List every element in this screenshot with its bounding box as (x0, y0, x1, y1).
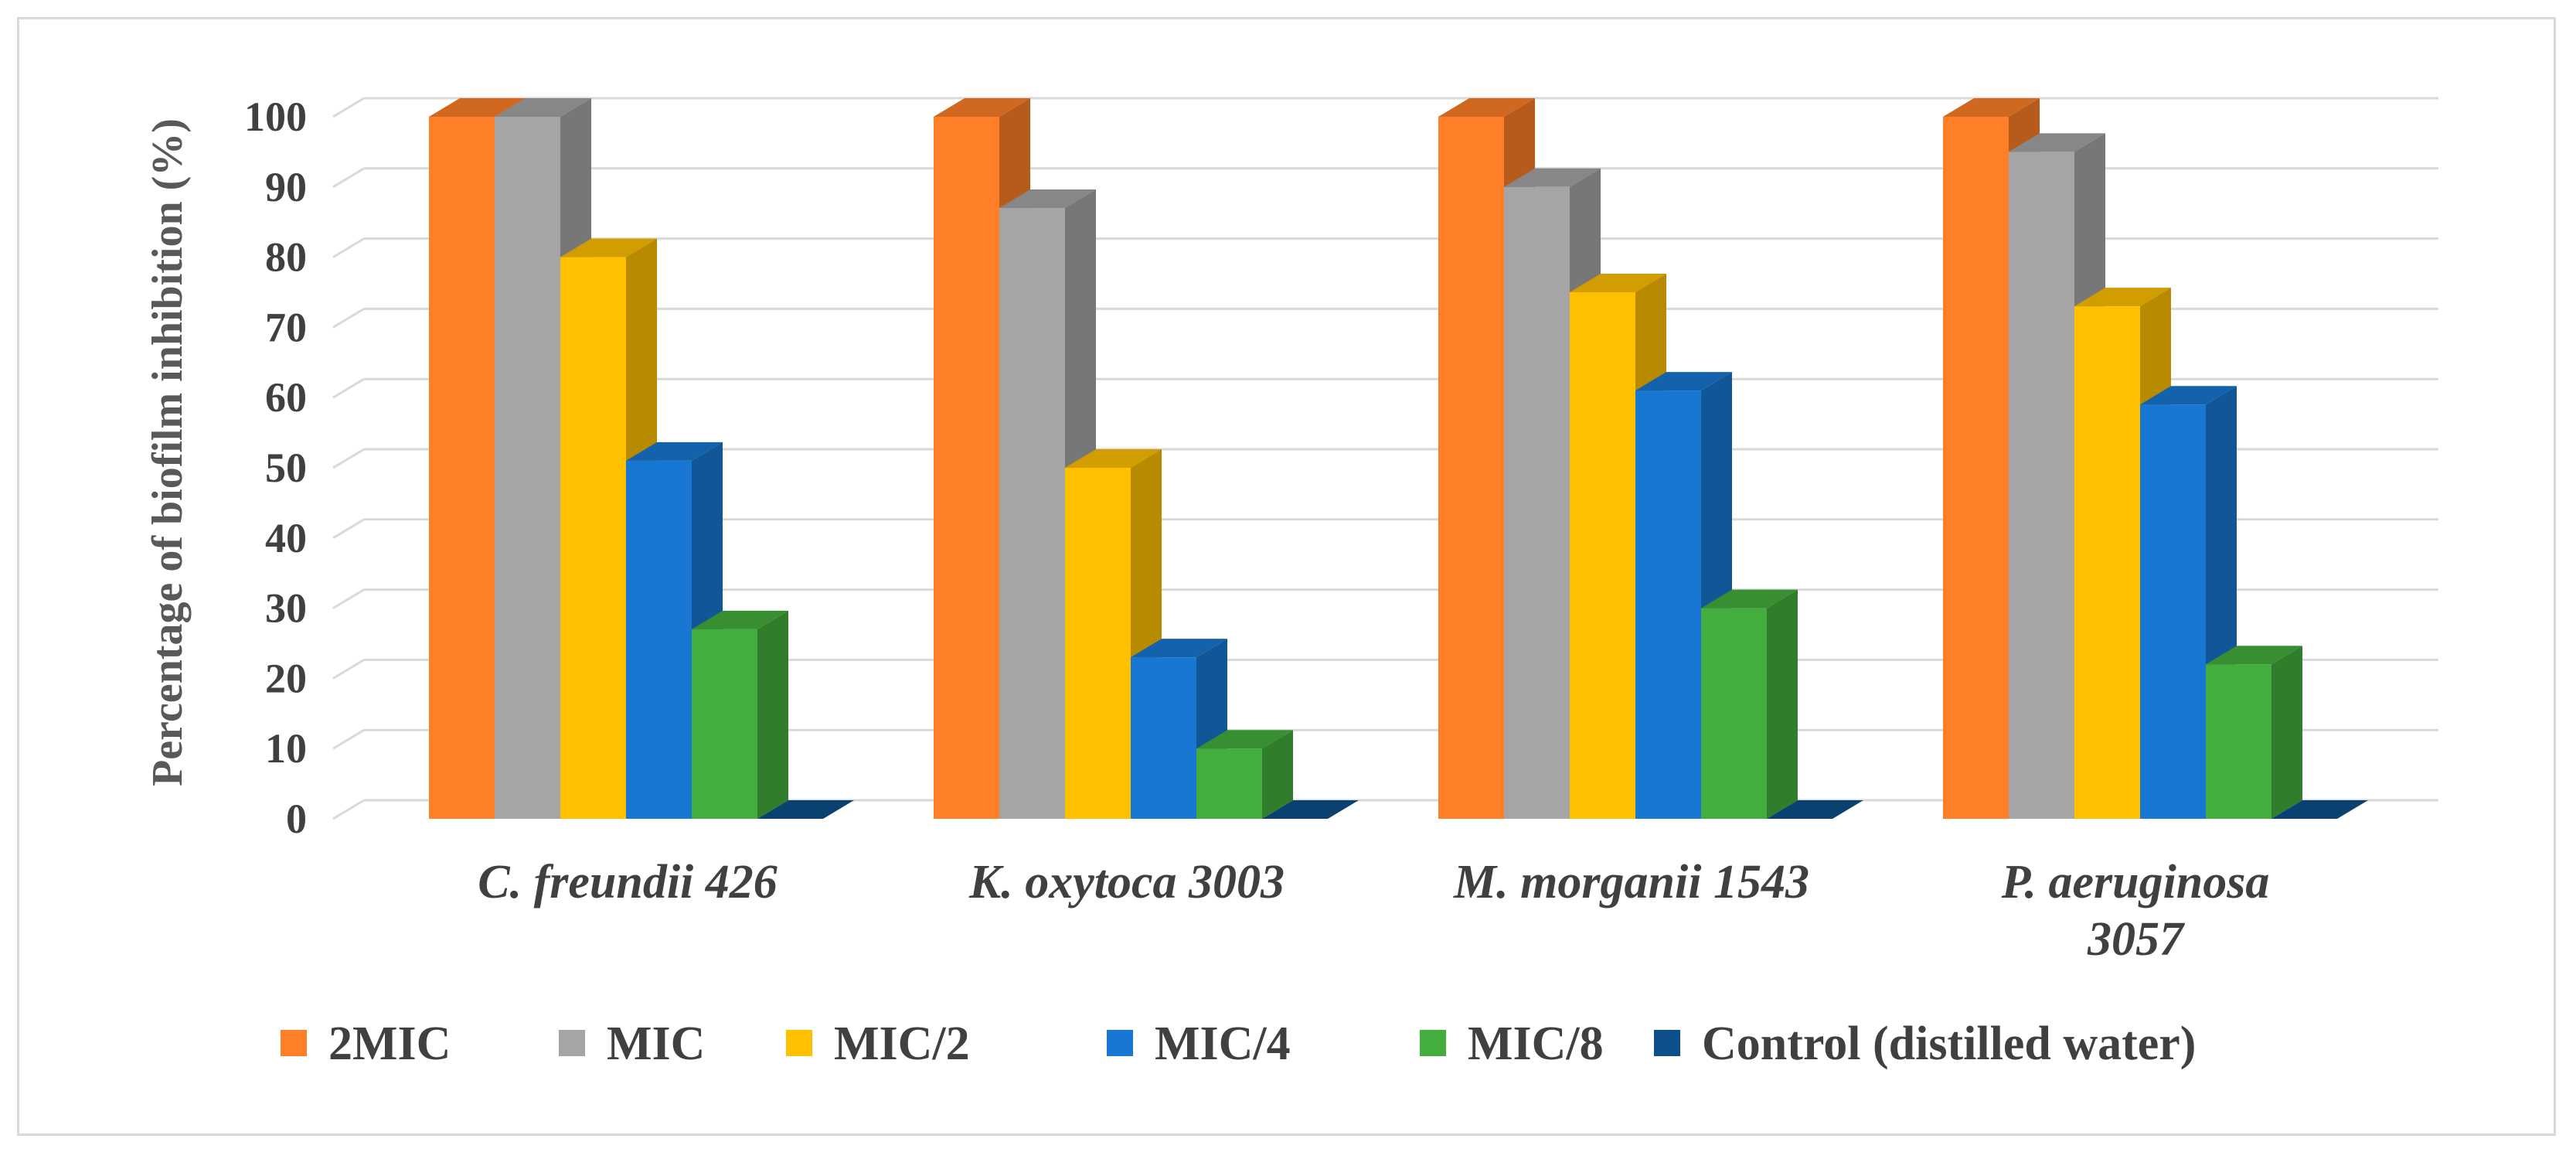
y-tick-label: 20 (265, 655, 307, 701)
bar (626, 460, 692, 819)
bar-top-Control (distilled water) (1767, 800, 1863, 819)
bar (1570, 292, 1635, 819)
legend-swatch (1107, 1030, 1133, 1056)
bar-top-MIC/4 (1635, 372, 1732, 391)
y-tick-label: 40 (265, 515, 307, 561)
bar-top-MIC/8 (1196, 730, 1293, 749)
bar (2206, 664, 2271, 819)
bar-top-Control (distilled water) (757, 800, 854, 819)
category-label: C. freundii 426 (478, 856, 778, 908)
bar-top-2MIC (934, 98, 1030, 117)
bar-top-MIC (2009, 133, 2105, 152)
bar-top-2MIC (1438, 98, 1535, 117)
chart-frame: 0 10 20 30 40 50 60 70 80 90 100 Percentage of biof… (17, 17, 2556, 1136)
bar-top-MIC/2 (2074, 288, 2171, 307)
bar-top-MIC/2 (560, 238, 657, 257)
bar-top-MIC/8 (1701, 589, 1798, 608)
legend-label: 2MIC (328, 1018, 451, 1070)
bar (429, 117, 495, 819)
gridline-depth (332, 237, 365, 258)
category-label: 3057 (2087, 913, 2186, 966)
y-tick-label: 90 (265, 164, 307, 210)
gridline-depth (332, 588, 365, 609)
y-tick-label: 60 (265, 374, 307, 421)
gridline-depth (332, 728, 365, 750)
y-tick-label: 0 (286, 796, 307, 842)
bar-side-MIC/8 (1767, 589, 1798, 819)
category-label: K. oxytoca 3003 (968, 856, 1285, 908)
gridline-depth (332, 308, 365, 329)
bar (999, 208, 1065, 819)
bar-top-2MIC (429, 98, 526, 117)
bar (2074, 306, 2140, 819)
bar-top-MIC/2 (1065, 449, 1162, 468)
bar-top-Control (distilled water) (1262, 800, 1359, 819)
bar-top-MIC (1504, 168, 1601, 187)
legend-swatch (559, 1030, 585, 1056)
bar (1635, 390, 1701, 819)
bar-top-MIC/2 (1570, 274, 1666, 292)
y-tick-label: 70 (265, 304, 307, 350)
bar (1131, 657, 1196, 819)
bar-top-MIC (999, 189, 1096, 209)
gridline-depth (332, 167, 365, 189)
category-label: M. morganii 1543 (1453, 856, 1809, 908)
bar (934, 117, 999, 819)
legend-swatch (1420, 1030, 1446, 1056)
bar-chart: 0 10 20 30 40 50 60 70 80 90 100 Percentage of biof… (144, 94, 2438, 1070)
bar-top-MIC/4 (2140, 386, 2237, 405)
bar (1196, 748, 1262, 819)
legend-label: MIC/2 (834, 1018, 970, 1070)
legend-swatch (1654, 1030, 1680, 1056)
bar-top-Control (distilled water) (2271, 800, 2368, 819)
legend-swatch (281, 1030, 307, 1056)
category-label: P. aeruginosa (2001, 856, 2270, 908)
gridline-depth (332, 659, 365, 680)
y-axis-title: Percentage of biofilm inhibition (%) (144, 118, 192, 786)
bar (2140, 404, 2206, 819)
y-tick-label: 100 (244, 94, 307, 140)
legend-label: MIC/4 (1155, 1018, 1291, 1070)
bar-side-MIC/8 (2271, 646, 2302, 819)
gridline-depth (332, 448, 365, 469)
bar-top-MIC/8 (692, 610, 788, 629)
bar (1438, 117, 1504, 819)
bar-top-MIC (495, 98, 591, 117)
gridline-depth (332, 97, 365, 118)
bar (1943, 117, 2009, 819)
bar-side-MIC/8 (1262, 730, 1293, 819)
legend-label: MIC/8 (1468, 1018, 1604, 1070)
bar-top-2MIC (1943, 98, 2040, 117)
legend-swatch (786, 1030, 812, 1056)
bar (1504, 186, 1570, 820)
bar (692, 629, 757, 819)
bar-top-MIC/8 (2206, 646, 2302, 665)
bar (495, 117, 560, 819)
y-tick-label: 80 (265, 234, 307, 281)
legend-label: MIC (607, 1018, 705, 1070)
bar-top-MIC/4 (1131, 639, 1227, 658)
bar (560, 257, 626, 820)
bar-side-MIC/8 (757, 610, 788, 819)
bar (1701, 608, 1767, 819)
bar-top-MIC/4 (626, 441, 723, 461)
bar (2009, 152, 2074, 819)
bar (1065, 468, 1131, 819)
gridline-depth (332, 799, 365, 820)
gridline-depth (332, 518, 365, 540)
y-tick-label: 30 (265, 585, 307, 632)
legend-label: Control (distilled water) (1702, 1018, 2196, 1070)
y-tick-label: 50 (265, 445, 307, 491)
y-tick-label: 10 (265, 725, 307, 772)
gridline-depth (332, 377, 365, 399)
